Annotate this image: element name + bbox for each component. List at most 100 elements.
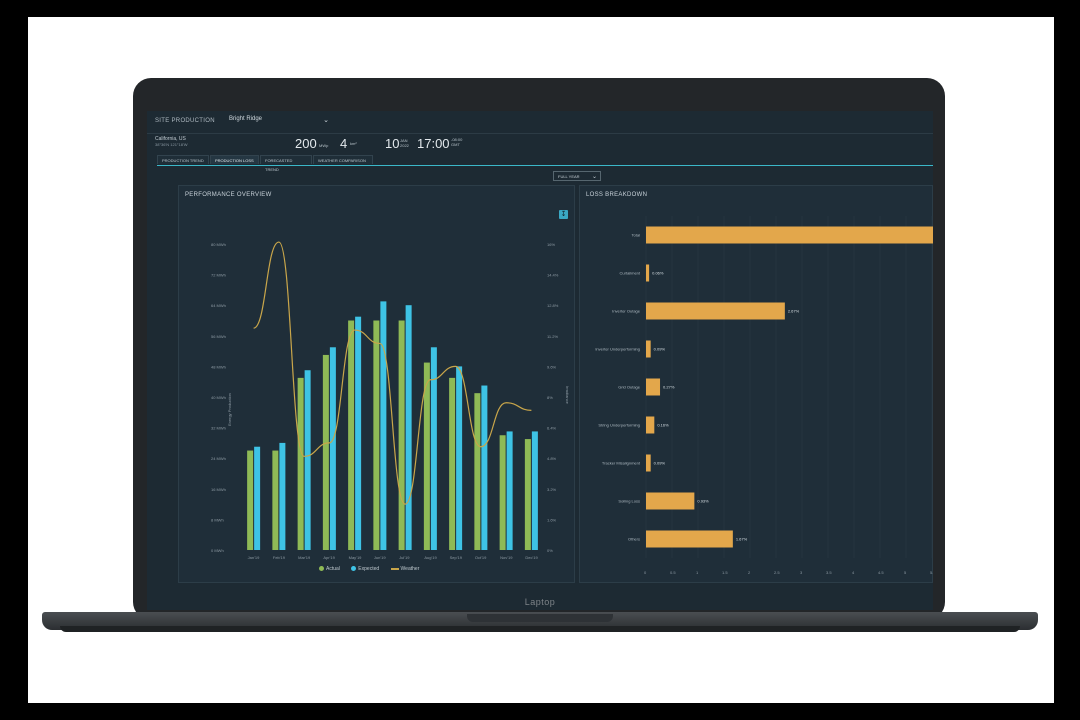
x-tick-label: Aug'19 <box>424 555 437 560</box>
bar-actual <box>474 393 481 550</box>
performance-overview-panel: PERFORMANCE OVERVIEW ↧ 0 MWh 8 MWh 16 MWh 2… <box>178 185 575 583</box>
performance-overview-title: PERFORMANCE OVERVIEW <box>185 192 272 198</box>
bar-expected <box>279 442 286 550</box>
x-tick-label: Apr'19 <box>323 555 335 560</box>
period-select-value: FULL YEAR <box>558 174 580 179</box>
x-tick-label: Sep'19 <box>450 555 463 560</box>
data-label: 0.06% <box>652 271 664 276</box>
laptop-notch <box>467 614 613 622</box>
loss-breakdown-panel: LOSS BREAKDOWN 0 0.5 1 1.5 2 2.5 3 3.5 4 4.5 5 5.5 T… <box>579 185 933 583</box>
y-tick-label: 32 MWh <box>211 426 226 431</box>
loss-bar <box>646 530 733 548</box>
bar-expected <box>355 316 362 550</box>
loss-bar <box>646 264 650 282</box>
bar-actual <box>398 320 405 550</box>
x-tick-label: 3 <box>800 570 803 575</box>
y2-tick-label: 14.4% <box>547 273 559 278</box>
capacity-unit: MWp <box>319 143 329 148</box>
bar-expected <box>506 431 513 550</box>
site-production-label: SITE PRODUCTION <box>155 118 215 124</box>
category-label: Inverter Underperforming <box>595 347 640 352</box>
laptop-brand-label: Laptop <box>524 597 556 607</box>
y-tick-label: 8 MWh <box>211 517 224 522</box>
y2-tick-label: 0% <box>547 548 553 553</box>
bar-actual <box>272 450 279 550</box>
loss-bar <box>646 416 655 434</box>
bar-actual <box>499 435 506 550</box>
x-tick-label: 4.5 <box>878 570 884 575</box>
data-label: 0.93% <box>697 499 709 504</box>
x-tick-label: 0 <box>644 570 647 575</box>
y-axis-label: Energy Production <box>227 393 232 426</box>
area-value: 4 <box>340 136 348 151</box>
y2-tick-label: 6.4% <box>547 426 557 431</box>
category-label: Grid Outage <box>618 385 641 390</box>
bar-expected <box>254 446 261 550</box>
bar-actual <box>348 320 355 550</box>
y2-tick-label: 4.8% <box>547 456 557 461</box>
x-tick-label: 5.5 <box>930 570 933 575</box>
data-label: 0.09% <box>654 347 666 352</box>
loss-breakdown-title: LOSS BREAKDOWN <box>586 192 648 198</box>
legend-label-weather: Weather <box>400 566 420 572</box>
tab-bar: PRODUCTION TREND PRODUCTION LOSS FORECAS… <box>157 155 933 172</box>
x-tick-label: 0.5 <box>670 570 676 575</box>
bar-actual <box>247 450 254 550</box>
y-tick-label: 64 MWh <box>211 303 226 308</box>
legend-swatch-weather <box>390 567 399 570</box>
laptop-base-lip <box>60 626 1020 632</box>
download-icon[interactable]: ↧ <box>559 210 568 219</box>
y-tick-label: 40 MWh <box>211 395 226 400</box>
date-day: 10 <box>385 136 400 151</box>
time-value: 17:00 <box>417 136 450 151</box>
period-select[interactable]: FULL YEAR ⌄ <box>553 171 601 181</box>
loss-bar <box>646 302 785 320</box>
x-tick-label: Jan'19 <box>248 555 260 560</box>
legend-label-actual: Actual <box>326 566 340 572</box>
x-tick-label: 4 <box>852 570 855 575</box>
y2-tick-label: 1.6% <box>547 517 557 522</box>
capacity-value: 200 <box>295 136 317 151</box>
tab-weather-comparison[interactable]: WEATHER COMPARISON <box>313 155 373 164</box>
y-tick-label: 0 MWh <box>211 548 224 553</box>
bar-expected <box>430 347 437 550</box>
coordinates-text: 38°36'N 121°18'W <box>155 142 188 147</box>
legend-swatch-expected <box>351 566 357 572</box>
y2-tick-label: 16% <box>547 242 555 247</box>
x-tick-label: 1.5 <box>722 570 728 575</box>
bar-expected <box>329 347 336 550</box>
data-label: 2.67% <box>788 309 800 314</box>
x-tick-label: Mar'19 <box>298 555 311 560</box>
legend-label-expected: Expected <box>358 566 380 572</box>
bar-expected <box>304 370 311 550</box>
data-label: 0.16% <box>657 423 669 428</box>
y-tick-label: 56 MWh <box>211 334 226 339</box>
x-tick-label: 5 <box>904 570 907 575</box>
bar-expected <box>380 301 387 550</box>
x-tick-label: 2.5 <box>774 570 780 575</box>
legend-item-weather: Weather <box>390 566 420 572</box>
chevron-down-icon: ⌄ <box>323 117 329 124</box>
y2-tick-label: 12.8% <box>547 303 559 308</box>
y-tick-label: 24 MWh <box>211 456 226 461</box>
tab-production-trend[interactable]: PRODUCTION TREND <box>157 155 209 164</box>
chevron-down-icon: ⌄ <box>591 174 597 180</box>
x-tick-label: 3.5 <box>826 570 832 575</box>
loss-bar <box>646 492 695 510</box>
bar-expected <box>481 385 488 550</box>
tab-forecasted-trend[interactable]: FORECASTED TREND <box>260 155 312 172</box>
x-tick-label: Oct'19 <box>475 555 487 560</box>
y-tick-label: 48 MWh <box>211 364 226 369</box>
date-year: 2022 <box>400 143 409 148</box>
x-tick-label: Feb'19 <box>273 555 286 560</box>
category-label: String Underperforming <box>598 423 640 428</box>
tab-production-loss[interactable]: PRODUCTION LOSS <box>210 155 259 164</box>
site-select[interactable]: Bright Ridge ⌄ <box>229 116 329 127</box>
legend-swatch-actual <box>319 566 324 572</box>
y2-tick-label: 8% <box>547 395 553 400</box>
bar-expected <box>456 366 463 550</box>
bar-actual <box>524 439 531 550</box>
legend-item-expected: Expected <box>351 566 379 572</box>
x-tick-label: May'19 <box>349 555 363 560</box>
y2-axis-label: Irradiance <box>565 386 570 405</box>
